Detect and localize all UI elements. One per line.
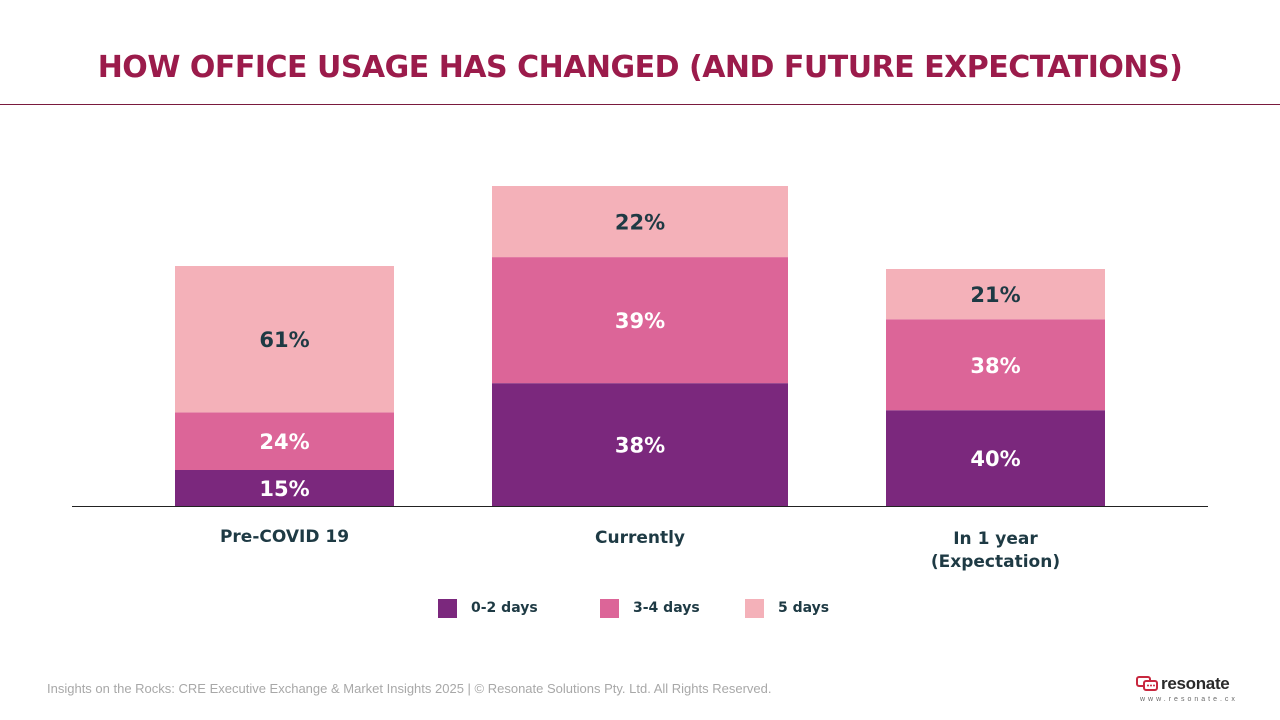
bar-in-1-year-expectation-3-4-days bbox=[886, 319, 1105, 411]
logo-wordmark: resonate bbox=[1161, 674, 1230, 693]
legend-item-3-4-days: 3-4 days bbox=[600, 598, 700, 618]
data-label-in-1-year-expectation-3-4-days: 38% bbox=[970, 354, 1020, 378]
bar-pre-covid-19-3-4-days bbox=[175, 412, 394, 470]
bar-in-1-year-expectation-0-2-days bbox=[886, 410, 1105, 506]
bar-currently-0-2-days bbox=[492, 383, 788, 506]
stacked-bar-chart: 15% 24% 61% 38% 39% 22% 40% 38% 21% bbox=[72, 186, 1208, 507]
logo-url: www.resonate.cx bbox=[1140, 696, 1238, 703]
resonate-logo: resonate www.resonate.cx bbox=[1136, 674, 1246, 708]
legend-label-3-4-days: 3-4 days bbox=[633, 600, 700, 616]
bar-pre-covid-19-0-2-days bbox=[175, 470, 394, 506]
legend-swatch-3-4-days bbox=[600, 598, 619, 618]
data-label-currently-0-2-days: 38% bbox=[615, 434, 665, 458]
legend-swatch-5-days bbox=[745, 598, 764, 618]
category-label-pre-covid-19: Pre-COVID 19 bbox=[219, 527, 350, 547]
page-title: HOW OFFICE USAGE HAS CHANGED (AND FUTURE… bbox=[97, 50, 1183, 85]
data-label-in-1-year-expectation-5-days: 21% bbox=[970, 283, 1020, 307]
data-label-pre-covid-19-5-days: 61% bbox=[259, 328, 309, 352]
footer-copyright: Insights on the Rocks: CRE Executive Exc… bbox=[47, 681, 772, 696]
bar-currently-5-days bbox=[492, 186, 788, 258]
bar-currently-3-4-days bbox=[492, 257, 788, 384]
bar-pre-covid-19-5-days bbox=[175, 266, 394, 413]
data-label-pre-covid-19-0-2-days: 15% bbox=[259, 477, 309, 501]
legend-item-0-2-days: 0-2 days bbox=[438, 598, 538, 618]
bar-in-1-year-expectation-5-days bbox=[886, 269, 1105, 320]
category-label-in-1-year-expectation: In 1 year (Expectation) bbox=[930, 529, 1061, 572]
data-label-currently-3-4-days: 39% bbox=[615, 309, 665, 333]
title-divider bbox=[0, 104, 1280, 105]
legend-item-5-days: 5 days bbox=[745, 598, 829, 618]
legend-label-5-days: 5 days bbox=[778, 600, 830, 616]
legend-swatch-0-2-days bbox=[438, 598, 457, 618]
data-label-in-1-year-expectation-0-2-days: 40% bbox=[970, 447, 1020, 471]
data-label-pre-covid-19-3-4-days: 24% bbox=[259, 430, 309, 454]
category-label-currently: Currently bbox=[594, 528, 685, 548]
data-label-currently-5-days: 22% bbox=[615, 211, 665, 235]
chat-bubbles-icon bbox=[1136, 676, 1158, 691]
legend-label-0-2-days: 0-2 days bbox=[471, 600, 538, 616]
